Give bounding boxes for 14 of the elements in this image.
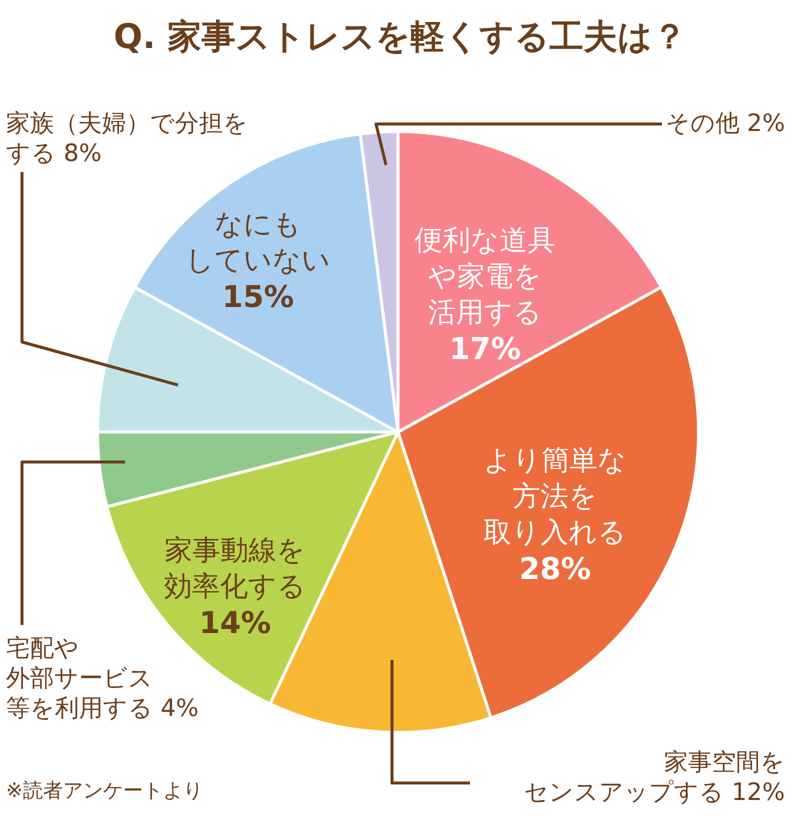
text: ※読者アンケートより: [6, 778, 203, 802]
slice-label: 家事動線を効率化する: [164, 533, 306, 602]
slice-label: その他 2%: [665, 109, 785, 138]
data-label: 14%: [199, 606, 271, 641]
slice-label: 家事空間をセンスアップする 12%: [524, 748, 785, 806]
slice-label: 宅配や外部サービス等を利用する 4%: [6, 634, 199, 722]
slice-label: 家族（夫婦）で分担をする 8%: [6, 109, 248, 168]
data-label: 28%: [519, 552, 591, 587]
slice-label: 便利な道具や家電を活用する: [414, 223, 556, 328]
chart-title: Q. 家事ストレスを軽くする工夫は？: [114, 16, 686, 57]
slice-label: より簡単な方法を取り入れる: [484, 443, 626, 548]
slice-label: なにもしていない: [186, 207, 330, 276]
data-label: 15%: [222, 280, 294, 315]
data-label: 17%: [449, 332, 521, 367]
